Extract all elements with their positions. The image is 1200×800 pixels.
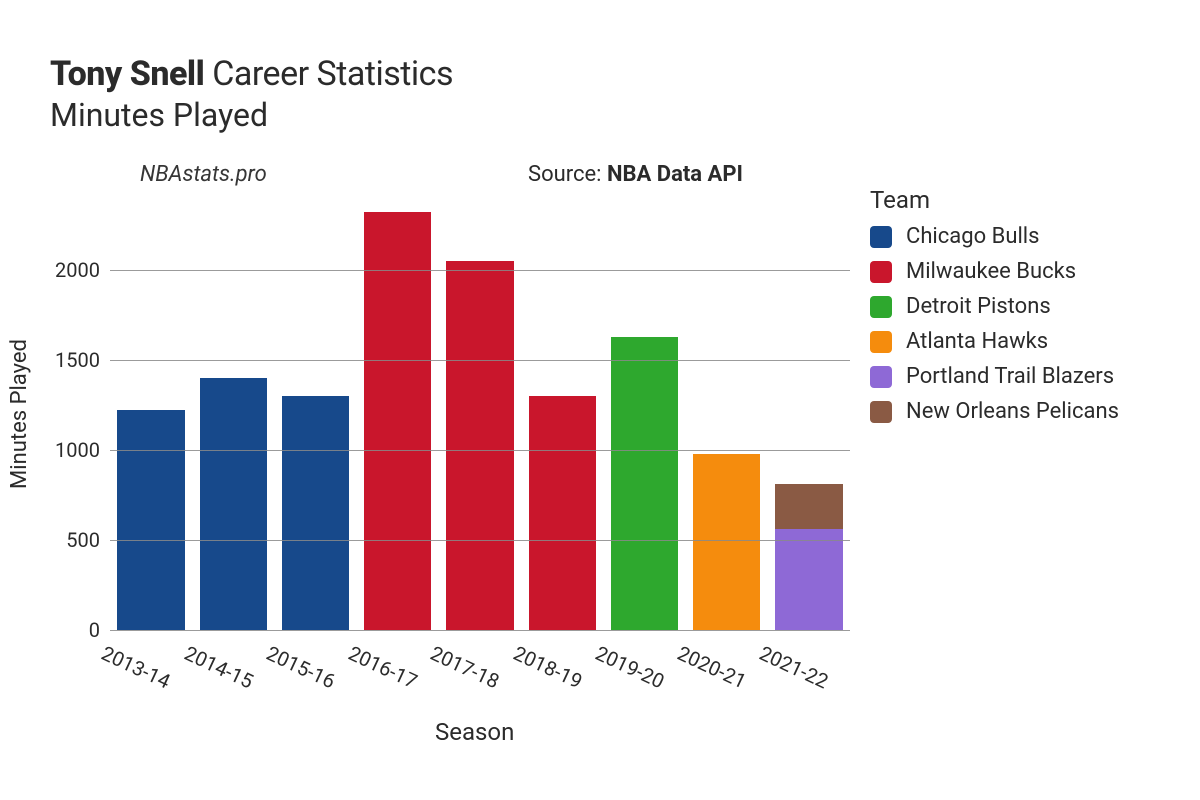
- x-tick-label: 2019-20: [592, 630, 673, 693]
- legend-item: Portland Trail Blazers: [870, 364, 1119, 389]
- legend: Team Chicago Bulls Milwaukee Bucks Detroit…: [870, 186, 1119, 434]
- legend-item: Detroit Pistons: [870, 294, 1119, 319]
- x-tick-label: 2014-15: [180, 630, 261, 693]
- bar-segment: [446, 261, 513, 630]
- chart-title: Tony Snell Career Statistics: [50, 54, 453, 94]
- bar: [200, 378, 267, 630]
- bars-container: [110, 198, 850, 630]
- bar: [693, 454, 760, 630]
- bar-segment: [693, 454, 760, 630]
- bar: [117, 410, 184, 630]
- y-tick-label: 2000: [55, 258, 110, 282]
- x-tick-label: 2018-19: [509, 630, 590, 693]
- legend-swatch: [870, 401, 892, 423]
- x-axis-title: Season: [435, 718, 514, 746]
- bar-segment: [282, 396, 349, 630]
- x-tick-label: 2015-16: [263, 630, 344, 693]
- legend-swatch: [870, 226, 892, 248]
- y-tick-label: 1000: [55, 438, 110, 462]
- bar-segment: [775, 529, 842, 630]
- chart-title-block: Tony Snell Career Statistics Minutes Pla…: [50, 54, 453, 134]
- bar-segment: [364, 212, 431, 630]
- legend-title: Team: [870, 186, 1119, 214]
- bar-segment: [611, 337, 678, 630]
- gridline: [110, 450, 850, 451]
- y-axis-title: Minutes Played: [7, 339, 32, 489]
- legend-item: Milwaukee Bucks: [870, 259, 1119, 284]
- chart-subtitle: Minutes Played: [50, 96, 453, 134]
- gridline: [110, 540, 850, 541]
- bar: [529, 396, 596, 630]
- title-suffix: Career Statistics: [212, 54, 453, 94]
- gridline: [110, 360, 850, 361]
- site-watermark: NBAstats.pro: [140, 162, 267, 187]
- bar-segment: [775, 484, 842, 529]
- x-tick-label: 2021-22: [756, 630, 837, 693]
- bar: [282, 396, 349, 630]
- gridline: [110, 270, 850, 271]
- x-tick-label: 2017-18: [427, 630, 508, 693]
- bar: [611, 337, 678, 630]
- bar-segment: [529, 396, 596, 630]
- bar: [364, 212, 431, 630]
- legend-item: Chicago Bulls: [870, 224, 1119, 249]
- legend-label: Detroit Pistons: [906, 294, 1051, 319]
- legend-item: Atlanta Hawks: [870, 329, 1119, 354]
- bar: [775, 484, 842, 630]
- legend-swatch: [870, 331, 892, 353]
- gridline: [110, 630, 850, 631]
- legend-label: Chicago Bulls: [906, 224, 1040, 249]
- bar-segment: [117, 410, 184, 630]
- legend-label: Atlanta Hawks: [906, 329, 1048, 354]
- y-tick-label: 0: [89, 618, 110, 642]
- legend-label: New Orleans Pelicans: [906, 399, 1119, 424]
- bar: [446, 261, 513, 630]
- source-name: NBA Data API: [607, 162, 743, 187]
- chart-plot-area: 05001000150020002013-142014-152015-16201…: [110, 198, 850, 630]
- y-tick-label: 1500: [55, 348, 110, 372]
- source-prefix: Source:: [528, 162, 607, 187]
- x-tick-label: 2013-14: [98, 630, 179, 693]
- legend-swatch: [870, 296, 892, 318]
- y-tick-label: 500: [66, 528, 110, 552]
- legend-swatch: [870, 366, 892, 388]
- legend-item: New Orleans Pelicans: [870, 399, 1119, 424]
- legend-swatch: [870, 261, 892, 283]
- legend-label: Portland Trail Blazers: [906, 364, 1114, 389]
- source-label: Source: NBA Data API: [528, 162, 743, 187]
- legend-label: Milwaukee Bucks: [906, 259, 1076, 284]
- x-tick-label: 2016-17: [345, 630, 426, 693]
- bar-segment: [200, 378, 267, 630]
- x-tick-label: 2020-21: [674, 630, 755, 693]
- player-name: Tony Snell: [50, 54, 204, 94]
